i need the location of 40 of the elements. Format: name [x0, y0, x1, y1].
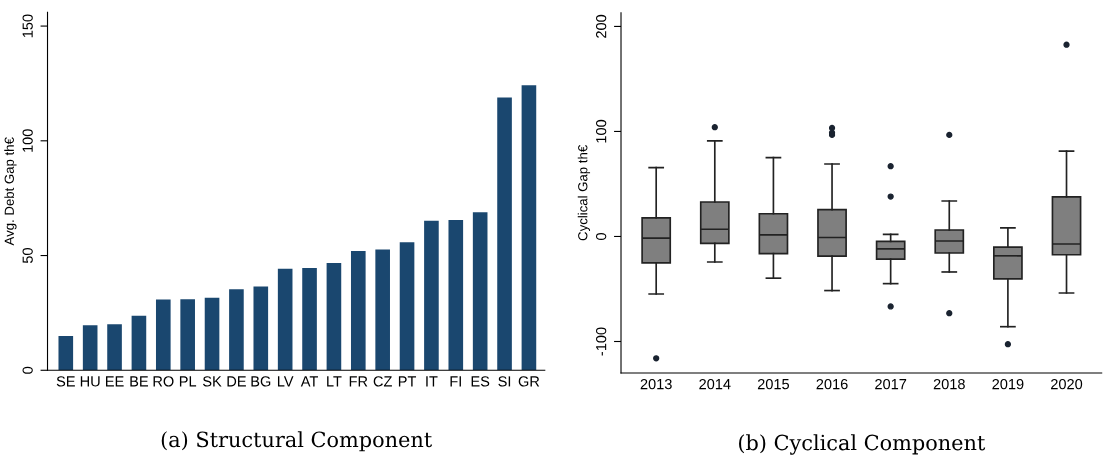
x-tick-label: 2019	[992, 378, 1024, 390]
x-tick-label: RO	[153, 376, 174, 387]
x-tick-label: LT	[327, 376, 342, 387]
x-tick-label: 2018	[933, 378, 965, 390]
x-tick-label: 2015	[757, 378, 790, 390]
x-tick-label: CZ	[373, 376, 392, 387]
x-tick-label: ES	[471, 376, 490, 387]
y-tick-label: 100	[596, 119, 607, 143]
x-tick-label: 2014	[699, 378, 731, 390]
x-tick-label: LV	[277, 376, 294, 387]
x-tick-label: BE	[130, 376, 149, 387]
x-tick-label: 2017	[875, 378, 907, 390]
y-axis-title: Avg. Debt Gap th€	[4, 137, 17, 246]
text: (b) Cyclical Component	[739, 434, 986, 455]
x-tick-label: PT	[398, 376, 417, 387]
x-tick-label: EE	[106, 376, 124, 387]
y-tick-label: 50	[22, 248, 33, 264]
x-tick-label: BG	[251, 376, 271, 387]
x-tick-label: HU	[80, 376, 100, 387]
y-tick-label: -100	[596, 327, 607, 356]
x-tick-label: SE	[56, 376, 75, 387]
x-tick-label: IT	[426, 376, 438, 387]
x-tick-label: SI	[498, 376, 511, 387]
x-tick-label: SK	[202, 376, 222, 387]
y-tick-label: 200	[596, 14, 607, 38]
x-tick-label: FI	[450, 376, 461, 387]
x-tick-label: DE	[227, 376, 246, 387]
x-tick-label: 2013	[640, 378, 672, 390]
x-tick-label: PL	[179, 376, 197, 387]
x-tick-label: 2016	[816, 378, 848, 390]
x-tick-label: AT	[300, 376, 318, 387]
x-tick-label: 2020	[1051, 378, 1083, 390]
x-tick-label: FR	[349, 376, 368, 387]
text: (a) Structural Component	[161, 431, 433, 452]
y-tick-label: 150	[22, 14, 33, 38]
y-tick-label: 100	[22, 129, 33, 152]
y-tick-label: 0	[22, 366, 33, 374]
y-axis-title: Cyclical Gap th€	[577, 145, 591, 241]
x-tick-label: GR	[518, 376, 540, 387]
y-tick-label: 0	[596, 232, 607, 240]
